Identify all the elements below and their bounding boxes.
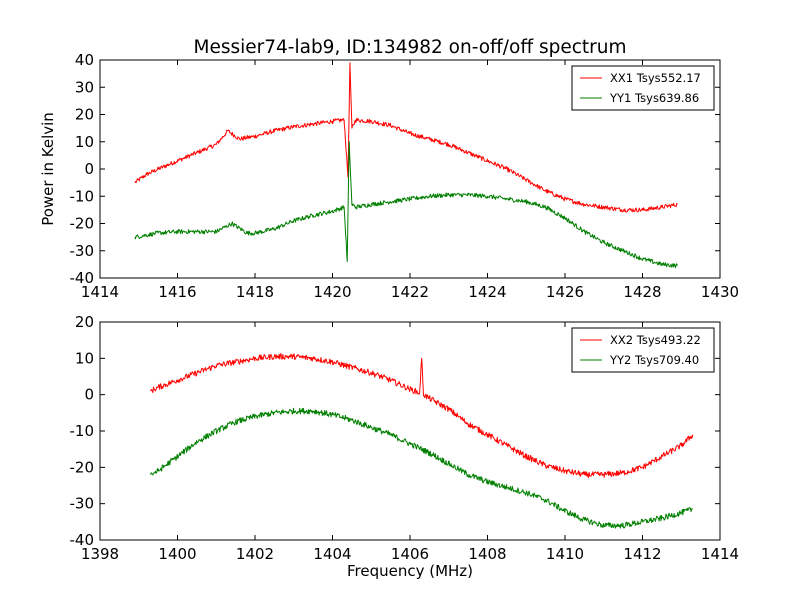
y-tick-label: -30	[70, 495, 95, 513]
legend-label: XX2 Tsys493.22	[610, 333, 701, 347]
series-line-2	[149, 407, 694, 529]
figure-title: Messier74-lab9, ID:134982 on-off/off spe…	[194, 37, 627, 58]
series-line-2	[134, 141, 678, 269]
x-tick-label: 1414	[701, 545, 739, 563]
x-tick-label: 1426	[546, 283, 584, 301]
y-tick-label: 20	[75, 106, 94, 124]
x-tick-label: 1406	[391, 545, 429, 563]
y-tick-label: -40	[70, 269, 95, 287]
y-axis-label: Power in Kelvin	[39, 112, 57, 226]
y-tick-label: -10	[70, 422, 95, 440]
x-tick-label: 1402	[236, 545, 274, 563]
x-tick-label: 1430	[701, 283, 739, 301]
x-tick-label: 1412	[623, 545, 661, 563]
x-tick-label: 1416	[158, 283, 196, 301]
x-tick-label: 1428	[623, 283, 661, 301]
x-axis-label: Frequency (MHz)	[347, 562, 473, 580]
y-tick-label: 40	[75, 51, 94, 69]
legend-label: XX1 Tsys552.17	[610, 71, 701, 85]
y-tick-label: 20	[75, 313, 94, 331]
x-tick-label: 1424	[468, 283, 506, 301]
y-tick-label: 10	[75, 349, 94, 367]
y-tick-label: 10	[75, 133, 94, 151]
x-tick-label: 1422	[391, 283, 429, 301]
x-tick-label: 1408	[468, 545, 506, 563]
legend-box	[571, 327, 715, 373]
x-tick-label: 1420	[313, 283, 351, 301]
x-tick-label: 1414	[81, 283, 119, 301]
legend-label: YY1 Tsys639.86	[609, 91, 699, 105]
y-tick-label: -20	[70, 215, 95, 233]
y-tick-label: -40	[70, 531, 95, 549]
x-tick-label: 1400	[158, 545, 196, 563]
series-line-1	[150, 353, 694, 478]
x-tick-label: 1410	[546, 545, 584, 563]
bottom-panel-xx2-yy2: 1398 1400 1402 1404 1406 1408 1410 1412 1414 -40 -…	[70, 313, 740, 580]
y-tick-label: 0	[84, 160, 94, 178]
legend-label: YY2 Tsys709.40	[609, 353, 699, 367]
top-panel-xx1-yy1: 1414 1416 1418 1420 1422 1424 1426 1428 1430 -40 -…	[39, 51, 739, 301]
x-tick-label: 1418	[236, 283, 274, 301]
y-tick-label: 0	[84, 386, 94, 404]
y-tick-label: -20	[70, 458, 95, 476]
series-line-1	[134, 62, 678, 213]
y-tick-label: 30	[75, 78, 94, 96]
x-tick-label: 1404	[313, 545, 351, 563]
x-tick-label: 1398	[81, 545, 119, 563]
legend-box	[571, 65, 715, 111]
y-tick-label: -10	[70, 187, 95, 205]
y-tick-label: -30	[70, 242, 95, 260]
